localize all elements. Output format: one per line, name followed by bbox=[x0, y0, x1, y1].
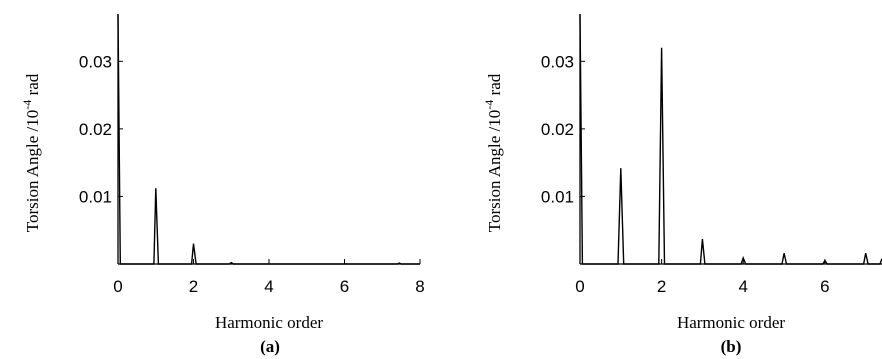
x-tick-label: 8 bbox=[415, 277, 424, 296]
y-tick-label: 0.02 bbox=[79, 120, 112, 139]
x-axis-title: Harmonic order bbox=[215, 313, 323, 332]
x-tick-label: 2 bbox=[657, 277, 666, 296]
y-tick-label: 0.03 bbox=[79, 52, 112, 71]
y-axis-title: Torsion Angle /10-4 rad bbox=[482, 73, 504, 232]
x-tick-label: 4 bbox=[739, 277, 748, 296]
series-line bbox=[117, 13, 420, 265]
x-tick-label: 0 bbox=[575, 277, 584, 296]
x-tick-label: 6 bbox=[820, 277, 829, 296]
x-tick-label: 2 bbox=[189, 277, 198, 296]
y-axis-title: Torsion Angle /10-4 rad bbox=[20, 73, 42, 232]
panel-label: (a) bbox=[260, 337, 280, 356]
chart-panel-a: 0.01 0.02 0.03 0 2 4 6 8 Harmonic order Torsion A… bbox=[20, 13, 425, 356]
x-tick-label: 0 bbox=[113, 277, 122, 296]
y-tick-label: 0.03 bbox=[541, 52, 574, 71]
series-line bbox=[579, 13, 882, 265]
y-tick-label: 0.01 bbox=[541, 187, 574, 206]
x-tick-label: 6 bbox=[340, 277, 349, 296]
panel-label: (b) bbox=[721, 337, 742, 356]
x-tick-label: 4 bbox=[264, 277, 273, 296]
x-axis-title: Harmonic order bbox=[677, 313, 785, 332]
y-tick-label: 0.02 bbox=[541, 120, 574, 139]
y-tick-label: 0.01 bbox=[79, 187, 112, 206]
